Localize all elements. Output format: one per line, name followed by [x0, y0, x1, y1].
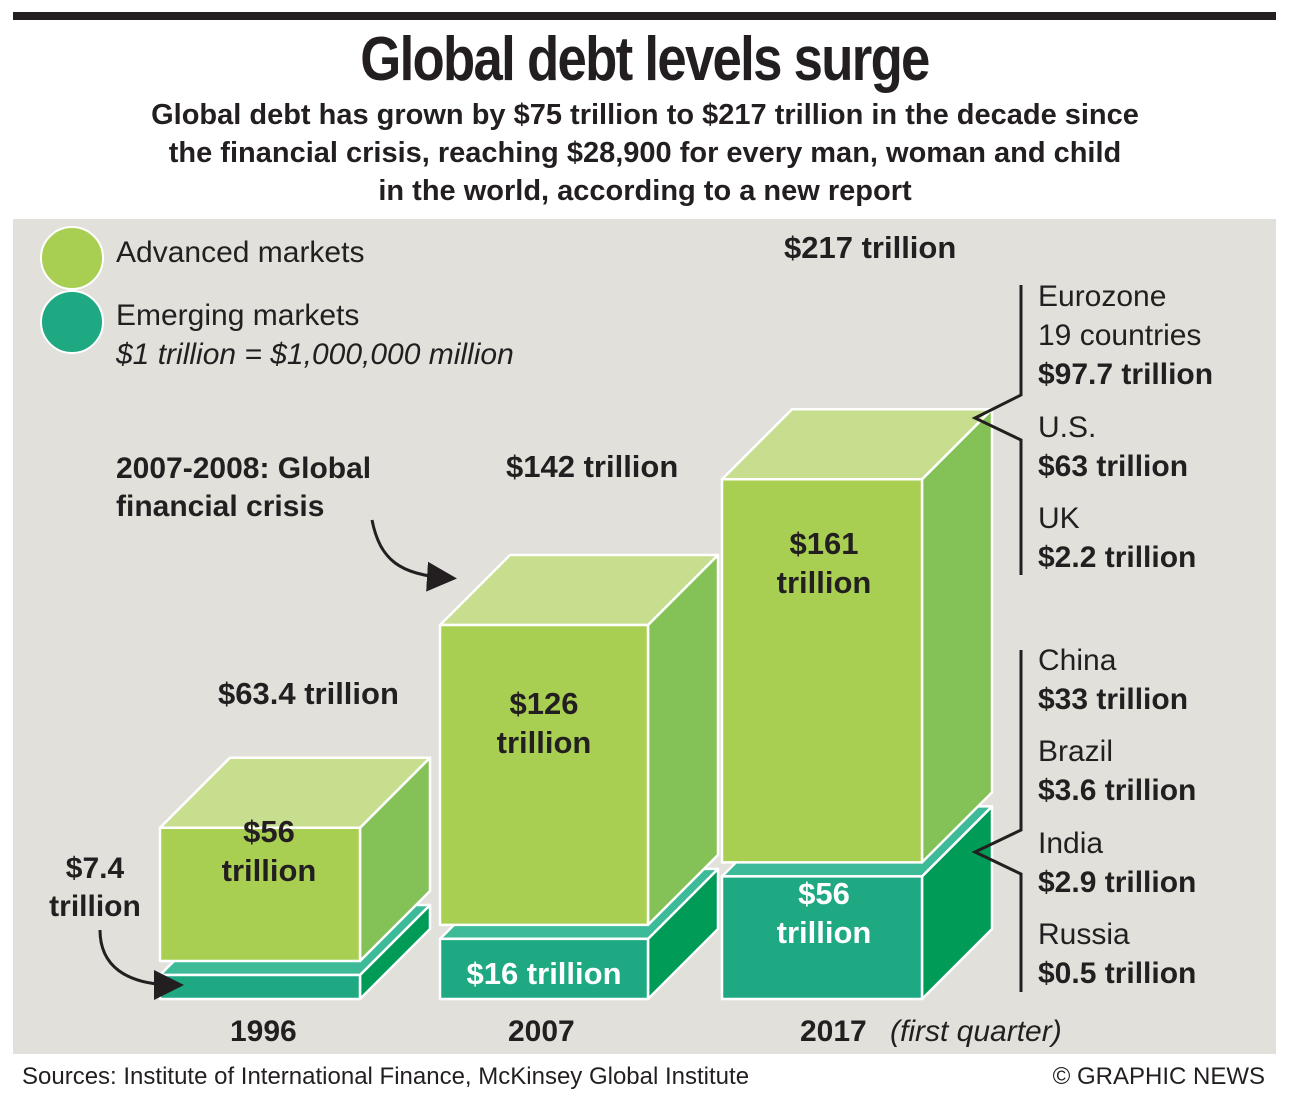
subtitle-line-1: Global debt has grown by $75 trillion to…: [151, 99, 1139, 131]
country-india-value: $2.9 trillion: [1038, 866, 1197, 899]
emerging-2017-label: $56 trillion: [722, 874, 926, 952]
country-india-name: India: [1038, 827, 1104, 860]
year-label-1996: 1996: [230, 1015, 297, 1048]
advanced-block-1996-front: [158, 826, 362, 963]
country-brazil-name: Brazil: [1038, 735, 1114, 768]
subtitle-line-3: in the world, according to a new report: [378, 175, 912, 207]
advanced-1996-label: $56 trillion: [160, 812, 378, 890]
advanced-2007-unit: trillion: [496, 725, 592, 760]
emerging-2007-label: $16 trillion: [466, 956, 622, 991]
emerging-1996-unit: trillion: [49, 890, 141, 923]
legend-swatch-emerging: [40, 290, 104, 354]
advanced-breakdown-bracket: [971, 285, 1023, 575]
country-uk-name: UK: [1038, 502, 1080, 535]
advanced-2017-value: $161: [789, 526, 859, 561]
country-us-name: U.S.: [1038, 411, 1097, 444]
crisis-annotation: 2007-2008: Global financial crisis: [116, 450, 371, 526]
legend-swatch-advanced: [40, 226, 104, 290]
crisis-arrow: [370, 519, 457, 592]
advanced-block-2017-side: [920, 407, 994, 864]
advanced-2017-label: $161 trillion: [722, 524, 926, 602]
chart-subtitle: Global debt has grown by $75 trillion to…: [20, 96, 1270, 210]
country-eurozone-value: $97.7 trillion: [1038, 358, 1214, 391]
emerging-1996-value: $7.4: [65, 852, 125, 885]
total-label-2007: $142 trillion: [506, 449, 679, 484]
country-china-value: $33 trillion: [1038, 683, 1189, 716]
top-rule: [13, 12, 1276, 20]
year-label-2017: 2017: [800, 1015, 867, 1048]
advanced-1996-unit: trillion: [221, 853, 317, 888]
subtitle-line-2: the financial crisis, reaching $28,900 f…: [168, 137, 1122, 169]
advanced-1996-value: $56: [243, 814, 295, 849]
country-eurozone-subname: 19 countries: [1038, 319, 1202, 352]
total-label-1996: $63.4 trillion: [218, 676, 399, 711]
legend-label-emerging: Emerging markets: [116, 299, 360, 332]
country-eurozone-name: Eurozone: [1038, 280, 1167, 313]
emerging-breakdown-bracket: [971, 650, 1023, 992]
emerging-1996-annotation: $7.4 trillion: [40, 850, 150, 926]
country-china-name: China: [1038, 644, 1117, 677]
advanced-2007-label: $126 trillion: [440, 684, 648, 762]
emerging-block-1996-front: [158, 973, 362, 1001]
chart-title: Global debt levels surge: [360, 25, 930, 94]
advanced-block-2007-front: [438, 623, 650, 927]
advanced-2017-unit: trillion: [776, 565, 872, 600]
advanced-2007-value: $126: [509, 686, 579, 721]
legend-unit-note: $1 trillion = $1,000,000 million: [116, 338, 514, 371]
emerging-2017-unit: trillion: [776, 915, 872, 950]
crisis-annotation-line-1: 2007-2008: Global: [116, 452, 372, 485]
year-note-2017: (first quarter): [890, 1015, 1062, 1048]
credit-note: © GRAPHIC NEWS: [1052, 1063, 1265, 1090]
country-brazil-value: $3.6 trillion: [1038, 774, 1197, 807]
emerging-block-2007-front: [438, 937, 650, 1001]
year-label-2007: 2007: [508, 1015, 575, 1048]
legend-label-advanced: Advanced markets: [116, 236, 365, 269]
country-russia-value: $0.5 trillion: [1038, 957, 1197, 990]
emerging-1996-arrow: [98, 929, 184, 1000]
emerging-block-2017-front: [720, 875, 924, 1001]
country-uk-value: $2.2 trillion: [1038, 541, 1197, 574]
emerging-2017-value: $56: [798, 876, 850, 911]
source-note: Sources: Institute of International Fina…: [22, 1063, 750, 1090]
country-russia-name: Russia: [1038, 918, 1130, 951]
country-us-value: $63 trillion: [1038, 450, 1189, 483]
total-label-2017: $217 trillion: [784, 230, 957, 265]
advanced-block-2017-front: [720, 477, 924, 864]
crisis-annotation-line-2: financial crisis: [116, 490, 325, 523]
